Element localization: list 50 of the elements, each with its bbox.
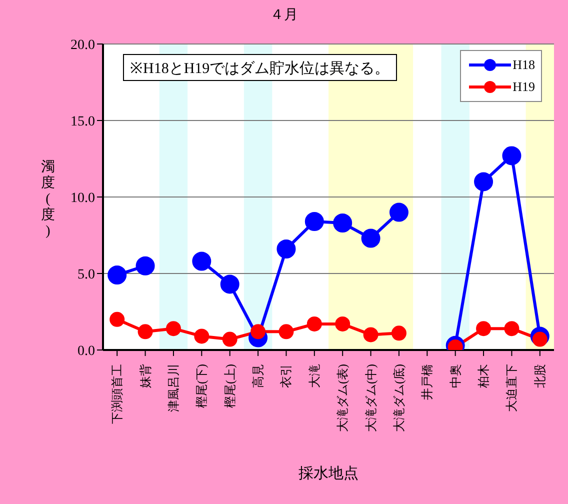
y-tick-label: 20.0	[70, 38, 95, 53]
annotation: ※H18とH19ではダム貯水位は異なる。	[123, 54, 397, 81]
point	[136, 256, 155, 276]
y-tick-label: 5.0	[78, 267, 95, 282]
y-tick-label: 0.0	[78, 344, 95, 359]
point	[474, 172, 494, 192]
x-tick-label: 下渕頭首工	[110, 364, 124, 424]
point	[335, 316, 350, 332]
point	[110, 312, 125, 327]
legend-label: H19	[512, 79, 535, 95]
point	[502, 146, 522, 166]
chart-title: ４月	[269, 7, 299, 24]
point	[391, 326, 406, 341]
point	[276, 240, 296, 259]
y-tick-label: 15.0	[70, 114, 95, 130]
x-axis-title: 採水地点	[298, 464, 360, 483]
x-tick-label: 妹背	[138, 364, 152, 388]
point	[138, 324, 153, 340]
x-tick-label: 津風呂川	[166, 364, 180, 412]
x-tick-label: 大迫直下	[504, 364, 519, 412]
x-tick-label: 北股	[532, 364, 547, 388]
x-tick-label: 樫尾(上)	[222, 364, 237, 408]
y-axis-title: 濁度(度)	[40, 160, 56, 240]
point	[333, 214, 352, 233]
point	[194, 328, 210, 344]
point	[108, 266, 127, 285]
point	[304, 212, 324, 231]
y-tick-label: 10.0	[70, 190, 95, 206]
x-tick-label: 柏木	[476, 364, 491, 389]
point	[361, 228, 380, 248]
x-tick-label: 衣引	[279, 364, 294, 388]
point	[278, 324, 294, 340]
x-tick-label: 大滝	[307, 364, 322, 388]
x-tick-label: 井戸橋	[420, 364, 434, 400]
x-tick-label: 大滝ダム(底)	[392, 364, 406, 432]
point	[220, 274, 240, 294]
x-tick-label: 大滝ダム(表)	[336, 364, 350, 432]
point	[476, 321, 492, 336]
point	[504, 321, 520, 336]
point	[166, 321, 181, 336]
point	[306, 316, 322, 332]
point	[389, 202, 408, 222]
x-tick-label: 樫尾(下)	[194, 364, 209, 408]
point	[363, 327, 378, 342]
x-tick-label: 大滝ダム(中)	[364, 364, 378, 432]
point	[222, 332, 238, 347]
x-tick-label: 高見	[251, 364, 266, 388]
x-tick-label: 中奥	[448, 364, 462, 388]
point	[192, 252, 212, 271]
legend-label: H18	[512, 57, 535, 73]
